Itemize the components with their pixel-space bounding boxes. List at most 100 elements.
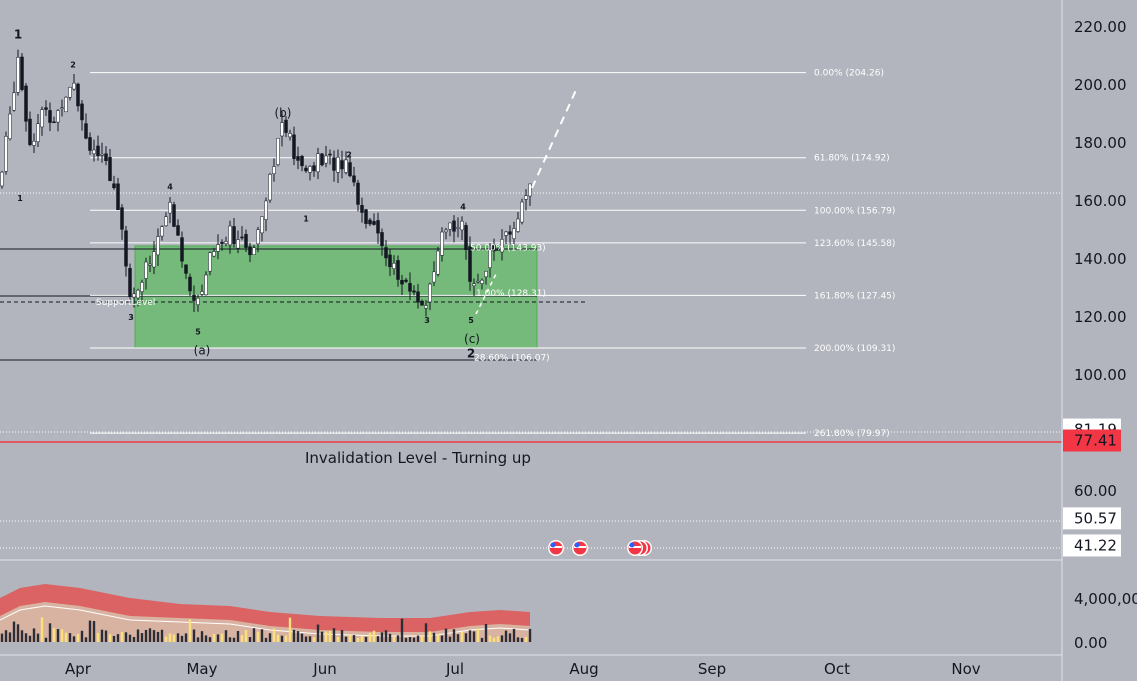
candle-body[interactable]: [160, 226, 164, 237]
candle-body[interactable]: [168, 202, 172, 214]
candle-body[interactable]: [64, 96, 68, 113]
candle-body[interactable]: [448, 222, 452, 230]
candle-body[interactable]: [132, 293, 136, 298]
candle-body[interactable]: [488, 249, 492, 268]
candle-body[interactable]: [20, 56, 24, 90]
candle-body[interactable]: [136, 289, 140, 299]
candle-body[interactable]: [72, 82, 76, 90]
candle-body[interactable]: [396, 260, 400, 280]
candle-body[interactable]: [436, 250, 440, 275]
candle-body[interactable]: [464, 225, 468, 250]
candle-body[interactable]: [188, 276, 192, 292]
candle-body[interactable]: [60, 107, 64, 110]
candle-body[interactable]: [108, 157, 112, 181]
candle-body[interactable]: [52, 121, 56, 124]
candle-body[interactable]: [500, 239, 504, 253]
fib-extension[interactable]: 0.00% (204.26) 61.80% (174.92) 100.00% (15…: [90, 69, 895, 439]
candle-body[interactable]: [416, 291, 420, 303]
candle-body[interactable]: [516, 218, 520, 232]
candle-body[interactable]: [232, 226, 236, 245]
candle-body[interactable]: [408, 283, 412, 292]
candle-body[interactable]: [128, 268, 132, 297]
candle-body[interactable]: [156, 236, 160, 256]
candle-body[interactable]: [276, 138, 280, 165]
candle-body[interactable]: [524, 195, 528, 200]
candle-body[interactable]: [468, 246, 472, 282]
candle-body[interactable]: [296, 156, 300, 161]
candle-body[interactable]: [480, 279, 484, 284]
candle-body[interactable]: [280, 122, 284, 137]
candle-body[interactable]: [444, 229, 448, 233]
candle-body[interactable]: [380, 232, 384, 247]
candle-body[interactable]: [4, 136, 8, 172]
candle-body[interactable]: [376, 220, 380, 234]
candle-body[interactable]: [312, 165, 316, 172]
candle-body[interactable]: [220, 241, 224, 244]
us-flag-icon[interactable]: [572, 540, 588, 556]
candle-body[interactable]: [96, 145, 100, 157]
candle-body[interactable]: [344, 159, 348, 173]
candle-body[interactable]: [324, 155, 328, 164]
candle-body[interactable]: [44, 107, 48, 110]
candle-body[interactable]: [48, 110, 52, 123]
candle-body[interactable]: [92, 149, 96, 155]
candle-body[interactable]: [248, 246, 252, 256]
candle-body[interactable]: [28, 118, 32, 145]
candle-body[interactable]: [504, 231, 508, 236]
candle-body[interactable]: [348, 162, 352, 177]
candle-body[interactable]: [0, 171, 4, 187]
candle-body[interactable]: [460, 220, 464, 231]
candle-body[interactable]: [208, 252, 212, 272]
candle-body[interactable]: [492, 245, 496, 252]
price-axis[interactable]: 220.00 200.00 180.00 160.00 140.00 120.00 100.…: [1074, 18, 1127, 500]
candle-body[interactable]: [120, 207, 124, 230]
candle-body[interactable]: [432, 271, 436, 283]
candle-body[interactable]: [224, 241, 228, 244]
candle-body[interactable]: [56, 110, 60, 123]
candle-body[interactable]: [332, 157, 336, 171]
candle-body[interactable]: [508, 231, 512, 235]
candle-body[interactable]: [260, 216, 264, 234]
candle-body[interactable]: [144, 261, 148, 279]
candle-body[interactable]: [12, 92, 16, 111]
candle-body[interactable]: [300, 155, 304, 167]
candle-body[interactable]: [212, 251, 216, 257]
volume-pane[interactable]: [0, 584, 532, 642]
candle-body[interactable]: [140, 282, 144, 292]
candle-body[interactable]: [356, 182, 360, 205]
candle-body[interactable]: [304, 167, 308, 172]
candle-body[interactable]: [236, 239, 240, 249]
candle-body[interactable]: [392, 262, 396, 269]
candle-body[interactable]: [484, 271, 488, 278]
candle-body[interactable]: [84, 123, 88, 139]
candle-body[interactable]: [388, 254, 392, 268]
candle-body[interactable]: [456, 227, 460, 229]
candle-body[interactable]: [256, 229, 260, 245]
candle-body[interactable]: [40, 109, 44, 128]
candle-body[interactable]: [152, 251, 156, 268]
candle-body[interactable]: [268, 174, 272, 201]
candle-body[interactable]: [404, 279, 408, 282]
candle-body[interactable]: [8, 113, 12, 139]
candle-body[interactable]: [204, 274, 208, 296]
candle-body[interactable]: [352, 175, 356, 183]
candlestick-series[interactable]: [0, 49, 532, 317]
candle-body[interactable]: [172, 204, 176, 227]
candle-body[interactable]: [472, 283, 476, 286]
candle-body[interactable]: [496, 248, 500, 251]
candle-body[interactable]: [400, 280, 404, 285]
candle-body[interactable]: [412, 290, 416, 293]
candle-body[interactable]: [428, 283, 432, 303]
candle-body[interactable]: [112, 183, 116, 189]
candle-body[interactable]: [288, 133, 292, 138]
candle-body[interactable]: [364, 209, 368, 224]
candle-body[interactable]: [180, 237, 184, 262]
candle-body[interactable]: [88, 137, 92, 151]
candle-body[interactable]: [32, 140, 36, 146]
time-axis[interactable]: Apr May Jun Jul Aug Sep Oct Nov: [65, 660, 981, 678]
candle-body[interactable]: [452, 220, 456, 232]
candle-body[interactable]: [336, 156, 340, 173]
candle-body[interactable]: [100, 153, 104, 156]
candle-body[interactable]: [192, 295, 196, 301]
